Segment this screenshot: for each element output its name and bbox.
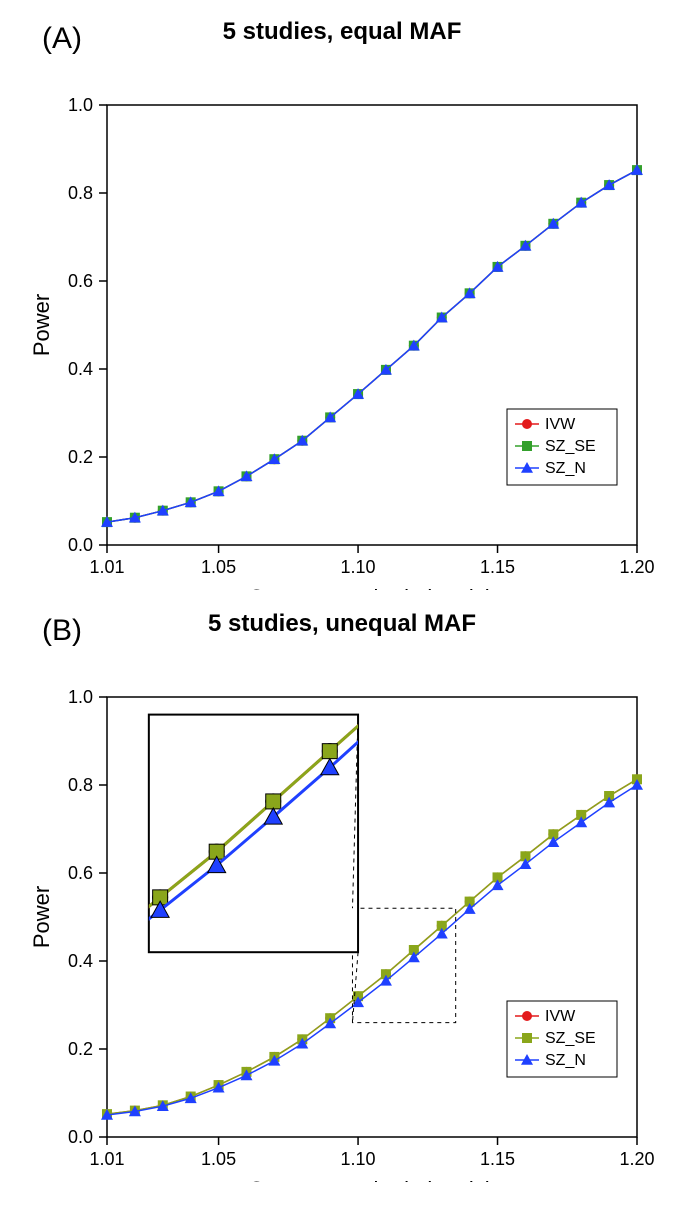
svg-text:Power: Power: [29, 294, 54, 356]
svg-text:0.8: 0.8: [68, 775, 93, 795]
svg-text:Case−control relative risk: Case−control relative risk: [248, 585, 497, 590]
svg-text:1.15: 1.15: [480, 1149, 515, 1169]
svg-text:1.10: 1.10: [341, 1149, 376, 1169]
svg-text:1.20: 1.20: [619, 1149, 654, 1169]
svg-text:SZ_SE: SZ_SE: [545, 438, 596, 455]
figure-wrap: (A) 5 studies, equal MAF 1.01 1.05 1.10 1.1…: [12, 18, 672, 1182]
panel-a: (A) 5 studies, equal MAF 1.01 1.05 1.10 1.1…: [12, 18, 672, 590]
panel-a-label: (A): [42, 22, 82, 56]
svg-text:IVW: IVW: [545, 416, 576, 433]
svg-text:1.20: 1.20: [619, 557, 654, 577]
svg-text:1.01: 1.01: [89, 1149, 124, 1169]
svg-text:IVW: IVW: [545, 1008, 576, 1025]
panel-b: (B) 5 studies, unequal MAF 1.011.051.101…: [12, 610, 672, 1182]
svg-text:1.0: 1.0: [68, 95, 93, 115]
svg-text:0.2: 0.2: [68, 1039, 93, 1059]
panel-a-title: 5 studies, equal MAF: [12, 18, 672, 46]
svg-text:1.15: 1.15: [480, 557, 515, 577]
svg-text:0.8: 0.8: [68, 183, 93, 203]
svg-text:1.0: 1.0: [68, 687, 93, 707]
svg-text:SZ_N: SZ_N: [545, 460, 586, 477]
svg-text:0.0: 0.0: [68, 535, 93, 555]
svg-text:Power: Power: [29, 886, 54, 948]
svg-text:1.05: 1.05: [201, 1149, 236, 1169]
panel-b-label: (B): [42, 614, 82, 648]
svg-text:0.4: 0.4: [68, 359, 93, 379]
svg-text:0.2: 0.2: [68, 447, 93, 467]
svg-text:SZ_SE: SZ_SE: [545, 1030, 596, 1047]
svg-text:0.6: 0.6: [68, 271, 93, 291]
svg-text:Case−control relative risk: Case−control relative risk: [248, 1177, 497, 1182]
svg-text:1.10: 1.10: [341, 557, 376, 577]
chart-b-svg: 1.01 1.05 1.10 1.15 1.20 0.0 0.2 0.4 0.6 0.8 1.0 Ca…: [12, 642, 672, 1182]
chart-a-svg: 1.01 1.05 1.10 1.15 1.20 0.0 0.2 0.4 0.6 0.8 1.0 Ca…: [12, 50, 672, 590]
svg-text:1.05: 1.05: [201, 557, 236, 577]
svg-text:SZ_N: SZ_N: [545, 1052, 586, 1069]
svg-text:0.4: 0.4: [68, 951, 93, 971]
svg-text:0.0: 0.0: [68, 1127, 93, 1147]
svg-text:0.6: 0.6: [68, 863, 93, 883]
svg-text:1.01: 1.01: [89, 557, 124, 577]
panel-b-title: 5 studies, unequal MAF: [12, 610, 672, 638]
